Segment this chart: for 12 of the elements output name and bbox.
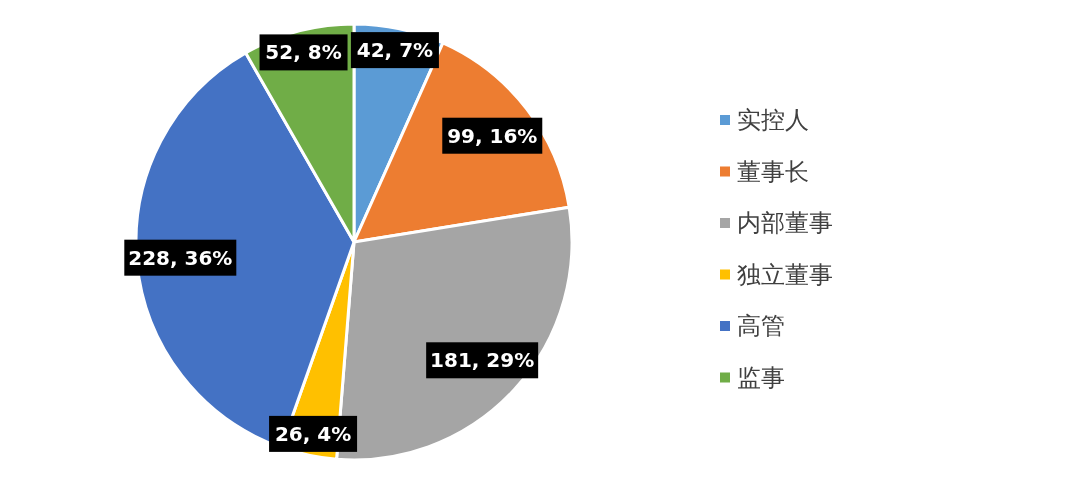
legend-label: 高管 <box>737 312 785 340</box>
data-label: 181, 29% <box>430 348 535 373</box>
legend-label: 实控人 <box>737 106 809 134</box>
data-label: 26, 4% <box>274 421 352 446</box>
data-label: 52, 8% <box>265 40 342 65</box>
legend-label: 内部董事 <box>737 209 833 237</box>
data-label: 99, 16% <box>447 123 538 148</box>
legend-label: 独立董事 <box>737 260 833 289</box>
data-label: 228, 36% <box>128 245 233 270</box>
legend-label: 董事长 <box>737 157 809 186</box>
data-label: 42, 7% <box>356 38 434 63</box>
legend-label: 监事 <box>737 363 785 392</box>
